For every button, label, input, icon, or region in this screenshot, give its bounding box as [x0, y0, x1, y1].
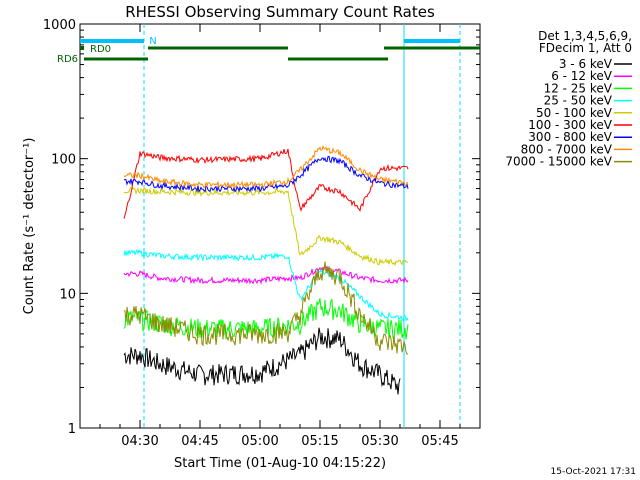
legend-header-line2: FDecim 1, Att 0 — [539, 41, 632, 55]
legend-label: 12 - 25 keV — [544, 81, 613, 95]
x-tick-label: 05:00 — [241, 434, 278, 449]
legend-label: 7000 - 15000 keV — [505, 155, 612, 169]
x-tick-label: 05:30 — [361, 434, 398, 449]
chart-title: RHESSI Observing Summary Count Rates — [125, 3, 435, 21]
series-line — [123, 187, 409, 267]
legend-label: 800 - 7000 keV — [521, 142, 613, 156]
legend-label: 300 - 800 keV — [528, 130, 612, 144]
timestamp: 15-Oct-2021 17:31 — [551, 467, 636, 477]
legend-label: 3 - 6 keV — [559, 57, 613, 71]
legend-label: 6 - 12 keV — [551, 69, 613, 83]
series-line — [123, 145, 409, 189]
x-tick-label: 04:30 — [121, 434, 158, 449]
series-line — [123, 148, 409, 219]
legend-label: 50 - 100 keV — [536, 106, 613, 120]
y-tick-label: 10 — [59, 287, 76, 302]
series-line — [123, 265, 409, 286]
legend-label: 25 - 50 keV — [544, 94, 613, 108]
y-axis-label: Count Rate (s⁻¹ detector⁻¹) — [22, 138, 37, 315]
legend-label: 100 - 300 keV — [528, 118, 612, 132]
flag-label-night: N — [149, 36, 156, 47]
x-tick-label: 05:45 — [421, 434, 458, 449]
series-line — [123, 261, 409, 355]
y-tick-label: 100 — [51, 153, 76, 168]
x-tick-label: 04:45 — [181, 434, 218, 449]
y-tick-label: 1 — [68, 422, 76, 437]
flag-marker-rd0 — [80, 46, 84, 50]
series-line — [123, 327, 401, 395]
flag-label-rd6: RD6 — [57, 54, 78, 65]
series-line — [123, 155, 409, 193]
plot-frame — [79, 23, 481, 429]
series-line — [123, 248, 409, 322]
flag-label-rd0: RD0 — [90, 44, 111, 55]
x-axis-label: Start Time (01-Aug-10 04:15:22) — [174, 456, 386, 471]
x-tick-label: 05:15 — [301, 434, 338, 449]
legend-header-line1: Det 1,3,4,5,6,9, — [538, 29, 632, 43]
y-tick-label: 1000 — [43, 18, 76, 33]
